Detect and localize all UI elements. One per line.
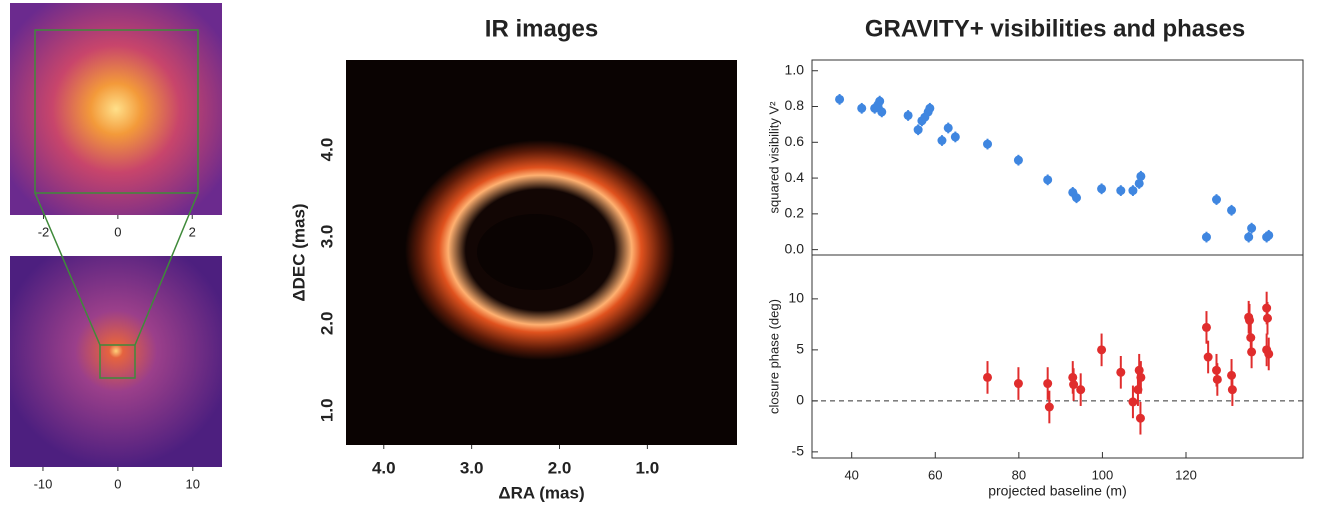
data-point bbox=[1043, 175, 1053, 185]
y-tick-label: -5 bbox=[792, 443, 805, 459]
x-tick-label: 0 bbox=[114, 476, 121, 491]
y-tick-label: 0.2 bbox=[785, 205, 805, 221]
data-point bbox=[1116, 367, 1126, 377]
x-tick-label: 10 bbox=[186, 476, 200, 491]
data-point bbox=[1013, 379, 1023, 389]
data-point bbox=[1128, 397, 1138, 407]
simulation-image-zoom bbox=[10, 3, 222, 215]
data-point bbox=[877, 107, 887, 117]
data-point bbox=[1227, 205, 1237, 215]
data-point bbox=[1247, 223, 1257, 233]
data-point bbox=[1076, 385, 1086, 395]
y-tick-label: 0.6 bbox=[785, 133, 805, 149]
data-point bbox=[983, 372, 993, 382]
data-point bbox=[913, 125, 923, 135]
data-point bbox=[1128, 186, 1138, 196]
data-point bbox=[873, 100, 883, 110]
data-point bbox=[1264, 349, 1274, 359]
plot-frame bbox=[811, 254, 1304, 459]
data-point bbox=[1135, 413, 1145, 423]
plot-frame bbox=[811, 59, 1304, 256]
plots: -2 0 2 -10 0 10 IR images 4.0 3.0 2.0 1.0 1.0 2.0 3.0… bbox=[34, 15, 1304, 502]
data-point bbox=[835, 94, 845, 104]
x-tick-label: 2.0 bbox=[548, 458, 572, 477]
x-tick-label: 80 bbox=[1012, 467, 1026, 482]
y-tick-label: 10 bbox=[788, 290, 804, 306]
simulation-image-wide bbox=[10, 256, 222, 467]
x-tick-label: 100 bbox=[1092, 467, 1114, 482]
data-point bbox=[1227, 385, 1237, 395]
y-tick-label: 0.4 bbox=[785, 169, 805, 185]
data-point bbox=[1262, 313, 1272, 323]
data-point bbox=[925, 103, 935, 113]
data-point bbox=[920, 112, 930, 122]
y-tick-label: 4.0 bbox=[317, 138, 336, 162]
data-point bbox=[950, 132, 960, 142]
zoom-line bbox=[34, 192, 101, 346]
data-point bbox=[1013, 155, 1023, 165]
x-tick-label: 40 bbox=[844, 467, 858, 482]
data-point bbox=[1044, 402, 1054, 412]
y-tick-label: 0.8 bbox=[785, 97, 805, 113]
data-point bbox=[1136, 171, 1146, 181]
zoom-line bbox=[134, 192, 199, 346]
x-tick-label: 1.0 bbox=[636, 458, 660, 477]
x-tick-label: 120 bbox=[1175, 467, 1197, 482]
data-point bbox=[1212, 195, 1222, 205]
data-point bbox=[1097, 184, 1107, 194]
data-point bbox=[1069, 380, 1079, 390]
y-tick-label: 1.0 bbox=[317, 398, 336, 422]
y-tick-label: 0.0 bbox=[785, 240, 805, 256]
data-point bbox=[1097, 345, 1107, 355]
data-point bbox=[1043, 379, 1053, 389]
y-tick-label: 5 bbox=[796, 341, 804, 357]
data-point bbox=[937, 136, 947, 146]
x-tick-label: -2 bbox=[38, 224, 50, 239]
chart-title: GRAVITY+ visibilities and phases bbox=[865, 15, 1245, 42]
y-tick-label: 0 bbox=[796, 392, 804, 408]
data-point bbox=[1247, 347, 1257, 357]
y-axis-label: ΔDEC (mas) bbox=[289, 203, 308, 301]
x-tick-label: 2 bbox=[189, 224, 196, 239]
data-point bbox=[857, 103, 867, 113]
data-point bbox=[1244, 232, 1254, 242]
data-point bbox=[1201, 322, 1211, 332]
zoom-box bbox=[34, 29, 199, 194]
data-point bbox=[1072, 193, 1082, 203]
x-tick-label: 3.0 bbox=[460, 458, 484, 477]
y-axis-label: squared visibility V² bbox=[766, 101, 781, 214]
y-tick-label: 2.0 bbox=[317, 312, 336, 336]
x-tick-label: 60 bbox=[928, 467, 942, 482]
x-tick-label: 0 bbox=[114, 224, 121, 239]
y-axis-label: closure phase (deg) bbox=[766, 299, 781, 414]
zoom-box bbox=[99, 344, 136, 379]
data-point bbox=[1116, 186, 1126, 196]
data-point bbox=[1264, 230, 1274, 240]
x-tick-label: -10 bbox=[34, 476, 53, 491]
data-point bbox=[1212, 374, 1222, 384]
y-tick-label: 1.0 bbox=[785, 61, 805, 77]
x-tick-label: 4.0 bbox=[372, 458, 396, 477]
data-point bbox=[1203, 352, 1213, 362]
x-axis-label: ΔRA (mas) bbox=[498, 483, 584, 502]
data-point bbox=[1133, 385, 1143, 395]
chart-title: IR images bbox=[485, 15, 598, 42]
data-point bbox=[983, 139, 993, 149]
ir-cavity bbox=[477, 214, 593, 290]
data-point bbox=[1201, 232, 1211, 242]
data-point bbox=[903, 110, 913, 120]
y-tick-label: 3.0 bbox=[317, 225, 336, 249]
data-point bbox=[943, 123, 953, 133]
data-point bbox=[1245, 315, 1255, 325]
x-axis-label: projected baseline (m) bbox=[988, 483, 1127, 499]
